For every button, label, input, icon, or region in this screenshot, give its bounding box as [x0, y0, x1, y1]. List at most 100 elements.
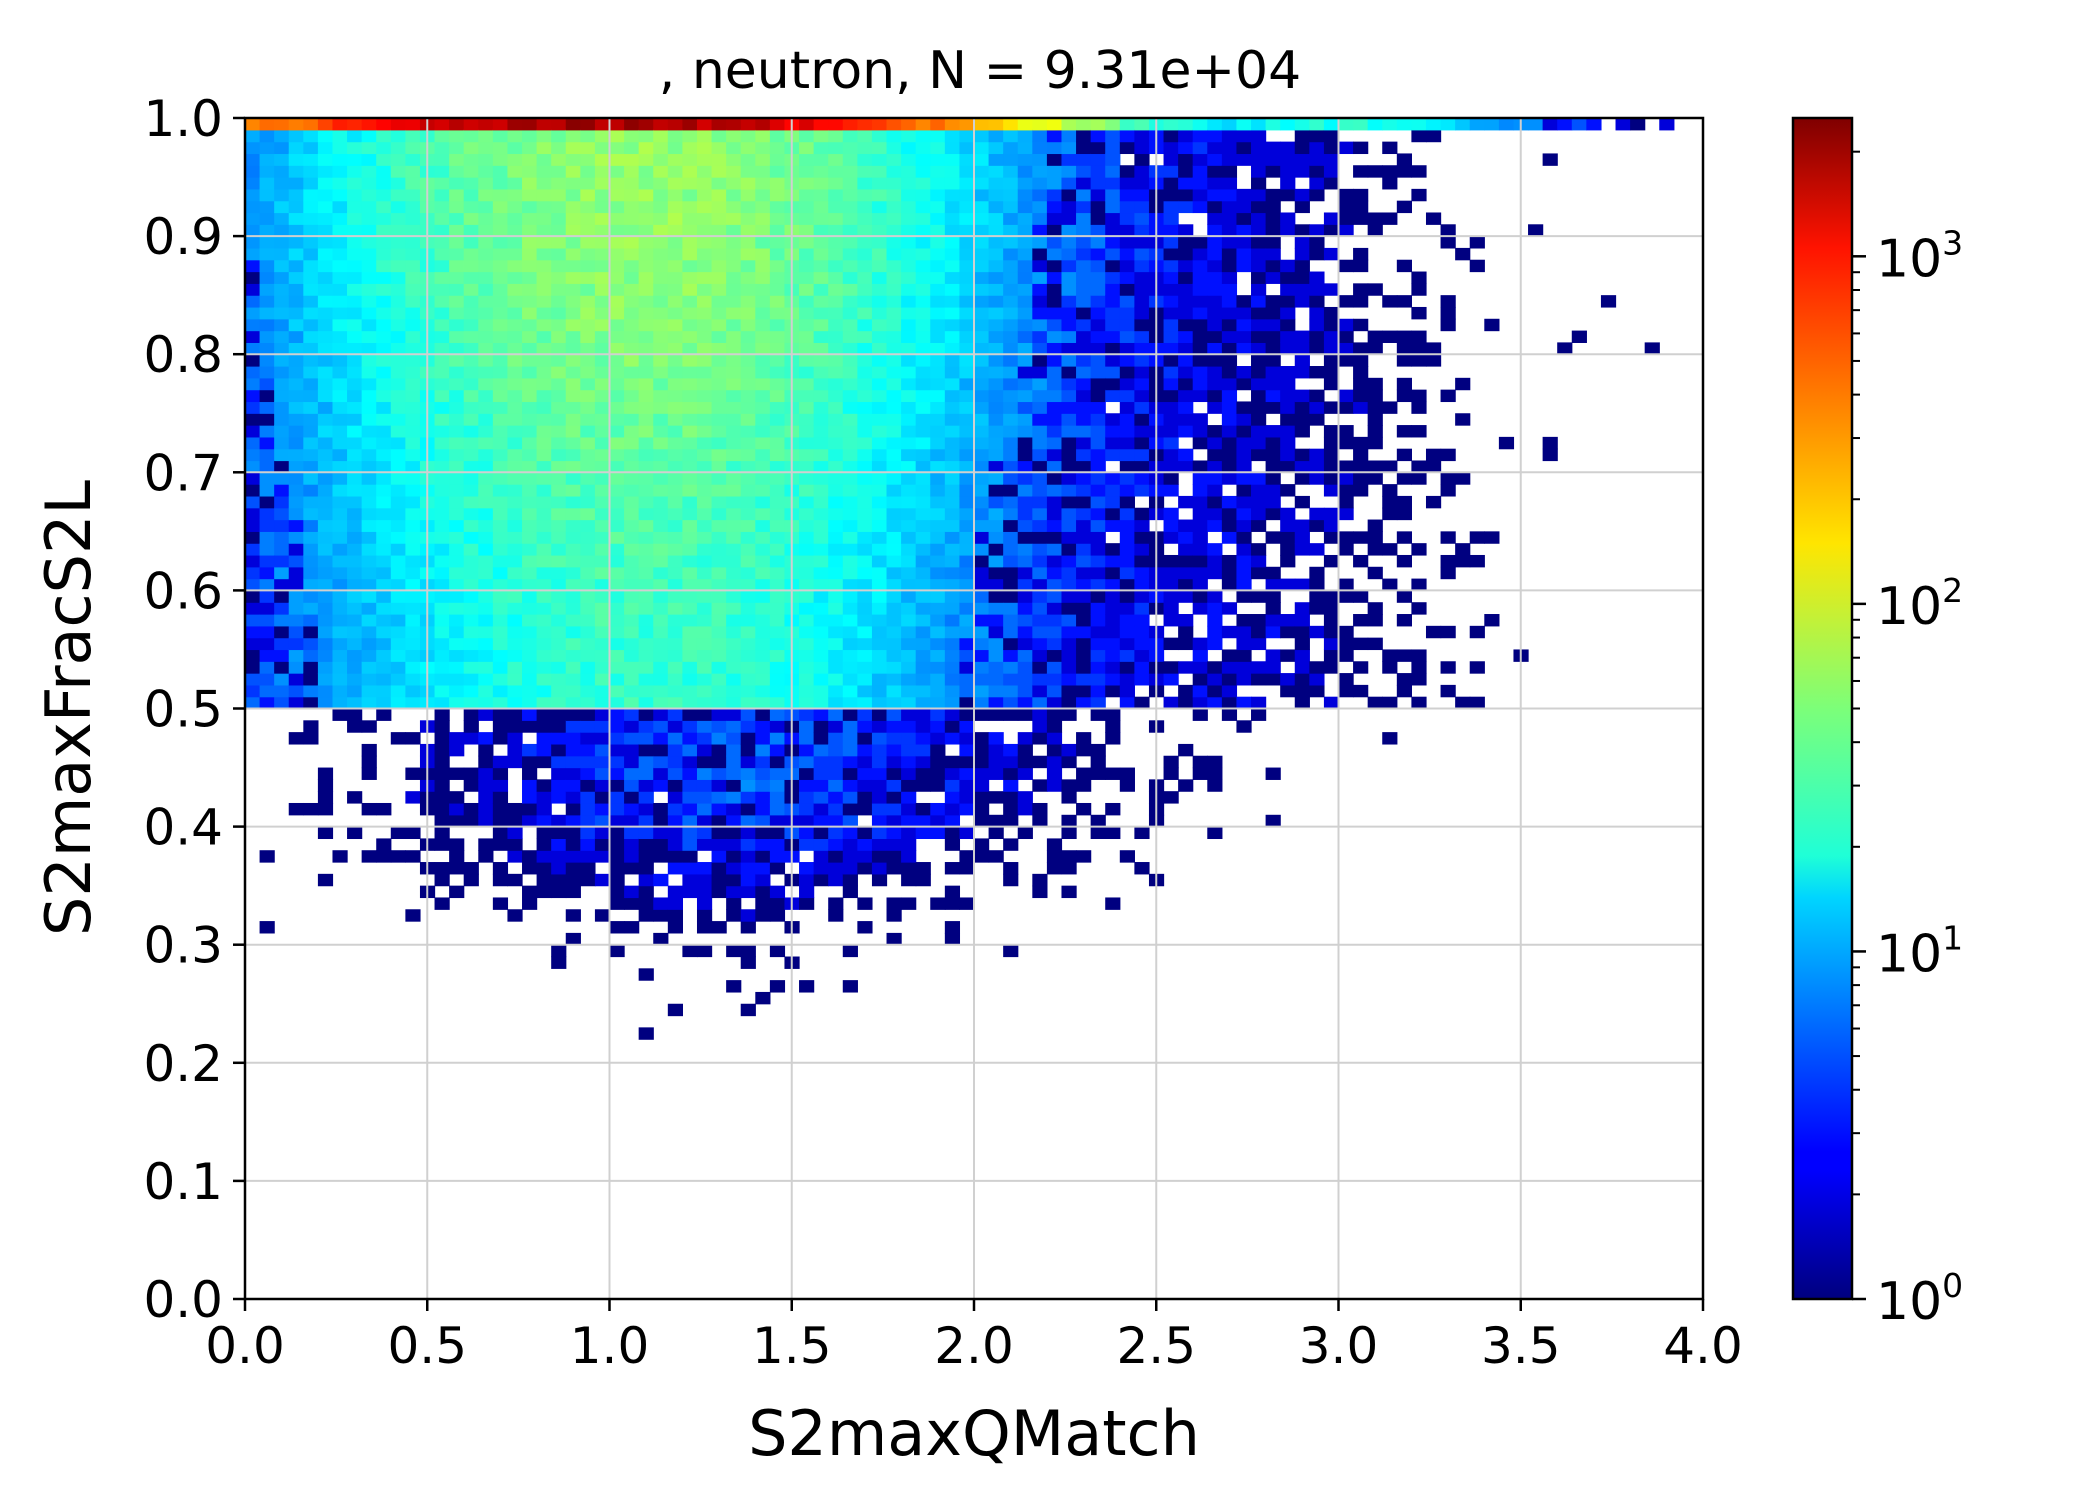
heatmap-cell [740, 342, 756, 355]
heatmap-cell [857, 732, 873, 745]
heatmap-cell [638, 495, 654, 509]
heatmap-cell [434, 413, 450, 426]
heatmap-cell [1017, 153, 1033, 166]
heatmap-cell [449, 838, 465, 851]
heatmap-cell [1017, 366, 1033, 379]
heatmap-cell [813, 791, 829, 804]
heatmap-cell [740, 862, 756, 875]
heatmap-cell [565, 566, 581, 580]
heatmap-cell [449, 129, 465, 143]
heatmap-cell [434, 519, 450, 532]
heatmap-cell [1265, 247, 1281, 261]
heatmap-cell [376, 566, 392, 580]
heatmap-cell [1090, 590, 1106, 603]
heatmap-cell [1251, 377, 1267, 391]
heatmap-cell [390, 401, 406, 414]
heatmap-cell [1207, 118, 1223, 131]
heatmap-cell [405, 566, 421, 580]
heatmap-cell [1119, 684, 1135, 698]
heatmap-cell [580, 507, 596, 521]
heatmap-cell [959, 826, 975, 840]
heatmap-cell [1323, 153, 1340, 166]
heatmap-cell [871, 649, 888, 662]
heatmap-cell [463, 673, 479, 686]
heatmap-cell [1003, 637, 1019, 651]
heatmap-cell [1338, 330, 1354, 343]
heatmap-cell [390, 495, 406, 509]
heatmap-cell [653, 495, 669, 509]
heatmap-cell [1425, 342, 1442, 355]
heatmap-cell [667, 507, 683, 521]
heatmap-cell [565, 377, 581, 391]
heatmap-cell [1323, 129, 1340, 143]
heatmap-cell [857, 696, 873, 710]
heatmap-cell [478, 271, 494, 284]
heatmap-cell [682, 732, 698, 745]
heatmap-cell [813, 259, 829, 273]
heatmap-cell [988, 484, 1004, 497]
heatmap-cell [347, 389, 363, 403]
heatmap-cell [288, 118, 304, 131]
heatmap-cell [696, 413, 713, 426]
heatmap-cell [988, 578, 1004, 591]
heatmap-cell [303, 295, 319, 308]
heatmap-cell [463, 436, 479, 450]
heatmap-cell [1353, 283, 1369, 296]
heatmap-cell [828, 708, 844, 721]
heatmap-cell [1178, 153, 1194, 166]
heatmap-cell [871, 413, 888, 426]
heatmap-cell [259, 519, 275, 532]
heatmap-cell [1221, 188, 1238, 202]
heatmap-cell [565, 720, 581, 733]
heatmap-cell [492, 838, 509, 851]
heatmap-cell [1105, 802, 1121, 816]
heatmap-cell [915, 283, 931, 296]
heatmap-cell [609, 177, 625, 190]
heatmap-cell [857, 484, 873, 497]
heatmap-cell [449, 614, 465, 627]
heatmap-cell [988, 826, 1004, 840]
heatmap-cells [245, 118, 1675, 1040]
heatmap-cell [696, 519, 713, 532]
heatmap-cell [303, 625, 319, 639]
heatmap-cell [930, 224, 946, 237]
heatmap-cell [274, 590, 290, 603]
heatmap-cell [740, 625, 756, 639]
heatmap-cell [755, 413, 771, 426]
heatmap-cell [1017, 684, 1033, 698]
heatmap-cell [507, 543, 523, 556]
heatmap-cell [1076, 507, 1092, 521]
heatmap-cell [871, 814, 888, 828]
heatmap-cell [828, 838, 844, 851]
heatmap-cell [609, 330, 625, 343]
heatmap-cell [245, 306, 261, 320]
heatmap-cell [696, 873, 713, 887]
heatmap-cell [930, 531, 946, 544]
heatmap-cell [1003, 141, 1019, 155]
heatmap-cell [1090, 413, 1106, 426]
heatmap-cell [915, 543, 931, 556]
heatmap-cell [1017, 212, 1033, 225]
heatmap-cell [551, 200, 567, 214]
heatmap-cell [492, 554, 509, 568]
heatmap-cell [580, 342, 596, 355]
heatmap-cell [828, 507, 844, 521]
heatmap-cell [857, 791, 873, 804]
heatmap-cell [1323, 212, 1340, 225]
heatmap-cell [522, 342, 538, 355]
heatmap-cell [1280, 259, 1296, 273]
heatmap-cell [1309, 602, 1325, 615]
heatmap-cell [1105, 826, 1121, 840]
heatmap-cell [1353, 165, 1369, 178]
heatmap-cell [492, 708, 509, 721]
heatmap-cell [1003, 743, 1019, 757]
heatmap-cell [638, 566, 654, 580]
heatmap-cell [245, 472, 261, 485]
heatmap-cell [1178, 779, 1194, 792]
heatmap-cell [1134, 153, 1150, 166]
heatmap-cell [769, 507, 786, 521]
heatmap-cell [1178, 342, 1194, 355]
heatmap-cell [245, 602, 261, 615]
heatmap-cell [1032, 602, 1048, 615]
heatmap-cell [755, 448, 771, 462]
